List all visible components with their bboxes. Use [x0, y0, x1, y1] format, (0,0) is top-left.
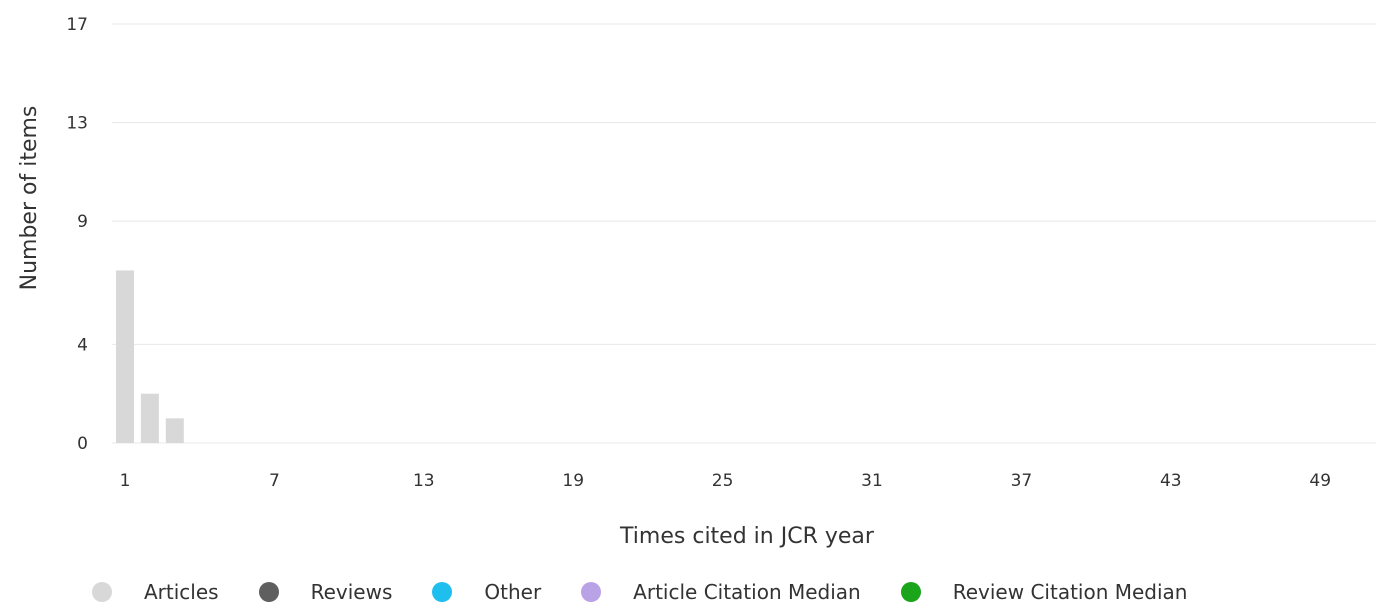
legend-label-reviews: Reviews	[310, 580, 393, 604]
x-tick-label-4: 25	[712, 471, 734, 491]
legend-item-other[interactable]: Other	[432, 580, 541, 604]
x-tick-label-2: 13	[413, 471, 435, 491]
bar-articles-0	[116, 270, 134, 443]
y-tick-label-2: 9	[77, 212, 88, 232]
x-axis-ticks: 1 7 13 19 25 31 37 43 49	[120, 471, 1331, 491]
grid-lines	[112, 23, 1376, 444]
x-tick-label-8: 49	[1309, 471, 1331, 491]
x-axis-title: Times cited in JCR year	[619, 524, 875, 549]
bar-articles-1	[140, 393, 159, 443]
x-tick-label-1: 7	[269, 471, 280, 491]
legend-label-review-citation-median: Review Citation Median	[952, 580, 1188, 604]
y-axis-ticks: 0 4 9 13 17	[66, 15, 88, 454]
y-tick-label-4: 17	[66, 15, 88, 35]
legend-item-reviews[interactable]: Reviews	[258, 580, 393, 604]
y-tick-label-0: 0	[77, 434, 88, 454]
legend-label-other: Other	[484, 580, 542, 604]
legend-item-article-citation-median[interactable]: Article Citation Median	[581, 580, 861, 604]
chart-legend: Articles Reviews Other Article Citation …	[92, 576, 1227, 608]
y-axis-title: Number of items	[17, 106, 42, 291]
x-tick-label-7: 43	[1160, 471, 1182, 491]
legend-dot-reviews	[258, 582, 279, 602]
bar-articles-2	[165, 418, 184, 443]
y-tick-label-3: 13	[66, 114, 88, 134]
x-tick-label-5: 31	[861, 471, 883, 491]
legend-dot-article-citation-median	[581, 582, 602, 602]
legend-label-articles: Articles	[144, 580, 219, 604]
legend-item-articles[interactable]: Articles	[92, 580, 219, 604]
legend-dot-review-citation-median	[900, 582, 921, 602]
x-tick-label-6: 37	[1011, 471, 1033, 491]
y-tick-label-1: 4	[77, 335, 88, 355]
x-tick-label-0: 1	[120, 471, 131, 491]
bars	[116, 270, 184, 443]
x-tick-label-3: 19	[562, 471, 584, 491]
legend-label-article-citation-median: Article Citation Median	[633, 580, 861, 604]
legend-item-review-citation-median[interactable]: Review Citation Median	[900, 580, 1188, 604]
legend-dot-other	[432, 582, 453, 602]
legend-dot-articles	[92, 582, 112, 602]
